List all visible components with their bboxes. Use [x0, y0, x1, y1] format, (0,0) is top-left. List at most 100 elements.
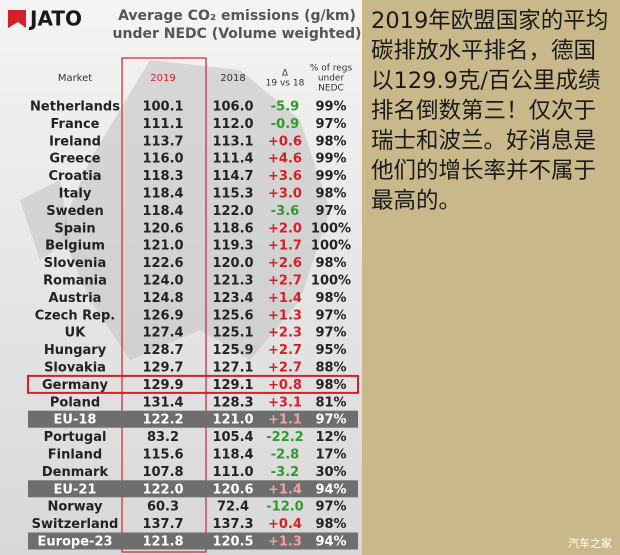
cell-value: 123.4 [212, 291, 253, 306]
cell-value: -3.6 [271, 204, 299, 219]
cell-value: +4.6 [268, 152, 302, 167]
cell-value: +0.4 [268, 517, 302, 532]
cell-value: 97% [315, 308, 346, 323]
cell-value: 118.6 [212, 221, 253, 236]
column-header: under [318, 74, 345, 84]
cell-value: 121.3 [212, 274, 253, 289]
column-header: Market [58, 73, 92, 84]
year-column-frame [121, 57, 207, 553]
market-name: Romania [43, 274, 107, 289]
cell-value: 137.7 [142, 517, 183, 532]
cell-value: +2.6 [268, 256, 302, 271]
cell-value: 118.3 [142, 169, 183, 184]
cell-value: 111.4 [212, 152, 253, 167]
cell-value: +3.0 [268, 187, 302, 202]
market-name: Poland [50, 395, 100, 410]
cell-value: 100.1 [142, 100, 183, 115]
cell-value: 12% [315, 430, 346, 445]
market-name: EU-18 [54, 413, 97, 428]
cell-value: 83.2 [147, 430, 179, 445]
market-name: Croatia [48, 169, 101, 184]
market-name: Slovenia [44, 256, 107, 271]
cell-value: 97% [315, 326, 346, 341]
market-name: Greece [49, 152, 100, 167]
cell-value: +1.3 [268, 308, 302, 323]
market-name: Italy [59, 187, 92, 202]
cell-value: 98% [315, 256, 346, 271]
infographic: JATO Average CO₂ emissions (g/km) under … [0, 0, 362, 555]
cell-value: 97% [315, 117, 346, 132]
title: under NEDC (Volume weighted) [113, 26, 362, 42]
market-name: Slovakia [44, 361, 106, 376]
cell-value: 88% [315, 361, 346, 376]
summary-row-bg [28, 532, 358, 550]
cell-value: 125.6 [212, 308, 253, 323]
cell-value: 119.3 [212, 239, 253, 254]
cell-value: +3.6 [268, 169, 302, 184]
market-name: Belgium [45, 239, 105, 254]
cell-value: 121.8 [142, 535, 183, 550]
market-name: Ireland [49, 134, 101, 149]
cell-value: 120.6 [142, 221, 183, 236]
market-name: Netherlands [30, 100, 120, 115]
cell-value: 111.1 [142, 117, 183, 132]
cell-value: 129.1 [212, 378, 253, 393]
market-name: France [50, 117, 99, 132]
cell-value: +0.8 [268, 378, 302, 393]
market-name: Czech Rep. [35, 308, 115, 323]
cell-value: 125.9 [212, 343, 253, 358]
cell-value: 126.9 [142, 308, 183, 323]
map-shape [20, 180, 70, 260]
cell-value: 122.2 [142, 413, 183, 428]
cell-value: +3.1 [268, 395, 302, 410]
watermark: 汽车之家 [568, 537, 612, 550]
cell-value: 128.7 [142, 343, 183, 358]
logo: JATO [28, 7, 82, 31]
cell-value: +1.3 [268, 535, 302, 550]
cell-value: 122.0 [212, 204, 253, 219]
cell-value: 100% [311, 274, 351, 289]
cell-value: 30% [315, 465, 346, 480]
cell-value: 113.7 [142, 134, 183, 149]
cell-value: 118.4 [212, 448, 253, 463]
cell-value: 94% [315, 535, 346, 550]
cell-value: 100% [311, 221, 351, 236]
title: Average CO₂ emissions (g/km) [118, 8, 356, 24]
cell-value: 98% [315, 291, 346, 306]
cell-value: +1.7 [268, 239, 302, 254]
cell-value: 114.7 [212, 169, 253, 184]
cell-value: -5.9 [271, 100, 299, 115]
cell-value: 112.0 [212, 117, 253, 132]
cell-value: 120.5 [212, 535, 253, 550]
cell-value: 105.4 [212, 430, 253, 445]
cell-value: 122.0 [142, 482, 183, 497]
column-header: NEDC [318, 84, 344, 94]
cell-value: 115.3 [212, 187, 253, 202]
column-header: 2018 [220, 73, 245, 84]
cell-value: 99% [315, 100, 346, 115]
cell-value: -2.8 [271, 448, 299, 463]
cell-value: 98% [315, 134, 346, 149]
highlight-frame [27, 374, 359, 394]
market-name: Finland [48, 448, 102, 463]
logo-icon [8, 10, 26, 28]
market-name: EU-21 [54, 482, 97, 497]
cell-value: 98% [315, 517, 346, 532]
cell-value: 131.4 [142, 395, 183, 410]
cell-value: +1.4 [268, 291, 302, 306]
market-name: Norway [47, 500, 103, 515]
cell-value: +2.3 [268, 326, 302, 341]
cell-value: 99% [315, 169, 346, 184]
cell-value: 72.4 [217, 500, 249, 515]
cell-value: +2.7 [268, 343, 302, 358]
cell-value: 98% [315, 378, 346, 393]
cell-value: 120.6 [212, 482, 253, 497]
cell-value: 106.0 [212, 100, 253, 115]
cell-value: 120.0 [212, 256, 253, 271]
cell-value: 127.4 [142, 326, 183, 341]
cell-value: 118.4 [142, 187, 183, 202]
cell-value: +1.4 [268, 482, 302, 497]
cell-value: 60.3 [147, 500, 179, 515]
cell-value: 124.0 [142, 274, 183, 289]
